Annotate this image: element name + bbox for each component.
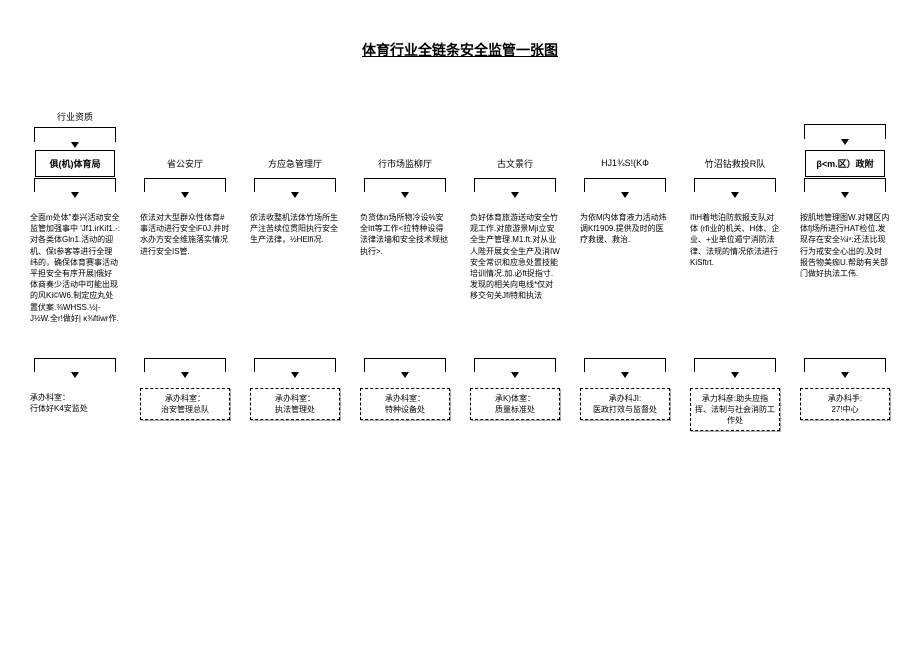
bracket bbox=[254, 358, 336, 372]
column-footer: 承办科手: 27!中心 bbox=[800, 388, 890, 420]
column-header: 方应急管理厅 bbox=[258, 151, 332, 176]
column-desc: IfiH着地泊防款报支队对体 (rfi业的机关、H体、企业、+业单位遁宁消防法律… bbox=[688, 208, 782, 316]
bracket bbox=[584, 358, 666, 372]
column-footer: 承办科室： 行体好K4安监处 bbox=[28, 388, 122, 418]
column-header: HJ1¾S!(KФ bbox=[588, 152, 662, 174]
bracket bbox=[364, 358, 446, 372]
column-footer: 承办科室： 治安管理总队 bbox=[140, 388, 230, 420]
arrow-icon bbox=[401, 372, 409, 378]
column-desc: 为依M内体育液力活动炜调Kf1909.提供及时的医疗救援、救治. bbox=[578, 208, 672, 316]
connector-row-2 bbox=[20, 358, 900, 378]
desc-row: 全面m处体"泰兴活动安全监管加强事中 'Jf1.irKif1.-:对各类体Gln… bbox=[20, 208, 900, 348]
top-label: 行业资质 bbox=[57, 110, 93, 123]
bracket bbox=[474, 178, 556, 192]
column-footer: 承办科室： 特种设备处 bbox=[360, 388, 450, 420]
arrow-icon bbox=[71, 372, 79, 378]
column-footer: 承力科彦:助头应指挥、法制与社会消防工作处 bbox=[690, 388, 780, 431]
arrow-icon bbox=[401, 192, 409, 198]
arrow-icon bbox=[841, 139, 849, 145]
arrow-icon bbox=[621, 192, 629, 198]
column-desc: 按肌地管理图W.对辖区内体fj场所进行HAT检位.发现存在安全⅛iⁿ:还法比现行… bbox=[798, 208, 892, 316]
column-desc: 负好体育旅游送动安全竹观工作.对旅游景Mji立安全生产管理.M1.ft.对从业人… bbox=[468, 208, 562, 316]
arrow-icon bbox=[731, 372, 739, 378]
arrow-icon bbox=[71, 192, 79, 198]
headers-row: 俱(机)体育局 省公安厅 方应急管理厅 行市场监柳厅 古文景行 HJ1¾S!(KФ 竹沼钻救… bbox=[20, 148, 900, 178]
column-header: β<m.区）政附 bbox=[805, 150, 885, 177]
bracket bbox=[474, 358, 556, 372]
arrow-icon bbox=[181, 192, 189, 198]
bracket bbox=[694, 178, 776, 192]
column-header: 行市场监柳厅 bbox=[368, 151, 442, 176]
arrow-icon bbox=[621, 372, 629, 378]
arrow-icon bbox=[731, 192, 739, 198]
bracket bbox=[364, 178, 446, 192]
bracket bbox=[694, 358, 776, 372]
arrow-icon bbox=[291, 192, 299, 198]
bracket bbox=[34, 358, 116, 372]
arrow-icon bbox=[841, 372, 849, 378]
footer-row: 承办科室： 行体好K4安监处承办科室： 治安管理总队承办科室： 执法管理处承办科… bbox=[20, 388, 900, 431]
column-desc: 依法收整机法体竹场所生产注苦续位贯阳执行安全生产法律，½HElfi况. bbox=[248, 208, 342, 316]
bracket bbox=[584, 178, 666, 192]
column-header: 竹沼钻救投R队 bbox=[698, 151, 772, 176]
arrow-icon bbox=[841, 192, 849, 198]
bracket-top-r bbox=[804, 124, 886, 139]
bracket bbox=[34, 178, 116, 192]
arrow-icon bbox=[291, 372, 299, 378]
column-footer: 承K)体室： 质量标准处 bbox=[470, 388, 560, 420]
bracket bbox=[804, 358, 886, 372]
arrow-icon bbox=[511, 192, 519, 198]
column-desc: 依法对大型群众性体育#事活动进行安全iF0J.井时水办方安全维施落实情况进行安全… bbox=[138, 208, 232, 316]
bracket-top bbox=[34, 127, 116, 142]
column-header: 古文景行 bbox=[478, 151, 552, 176]
column-footer: 承办科JI: 医政打效与监督处 bbox=[580, 388, 670, 420]
page-title: 体育行业全链条安全监管一张图 bbox=[20, 40, 900, 60]
connector-row-1 bbox=[20, 178, 900, 198]
bracket bbox=[804, 178, 886, 192]
column-desc: 负货体n场所物冷设%安全Itt等工作<拉特种设得法律法墙和安全技术规挞执行>. bbox=[358, 208, 452, 316]
column-header: 省公安厅 bbox=[148, 151, 222, 176]
column-footer: 承办科室： 执法管理处 bbox=[250, 388, 340, 420]
arrow-icon bbox=[71, 142, 79, 148]
column-desc: 全面m处体"泰兴活动安全监管加强事中 'Jf1.irKif1.-:对各类体Gln… bbox=[28, 208, 122, 328]
top-label-row: 行业资质 bbox=[20, 110, 900, 148]
arrow-icon bbox=[511, 372, 519, 378]
column-header: 俱(机)体育局 bbox=[35, 150, 115, 177]
bracket bbox=[144, 178, 226, 192]
bracket bbox=[144, 358, 226, 372]
bracket bbox=[254, 178, 336, 192]
arrow-icon bbox=[181, 372, 189, 378]
